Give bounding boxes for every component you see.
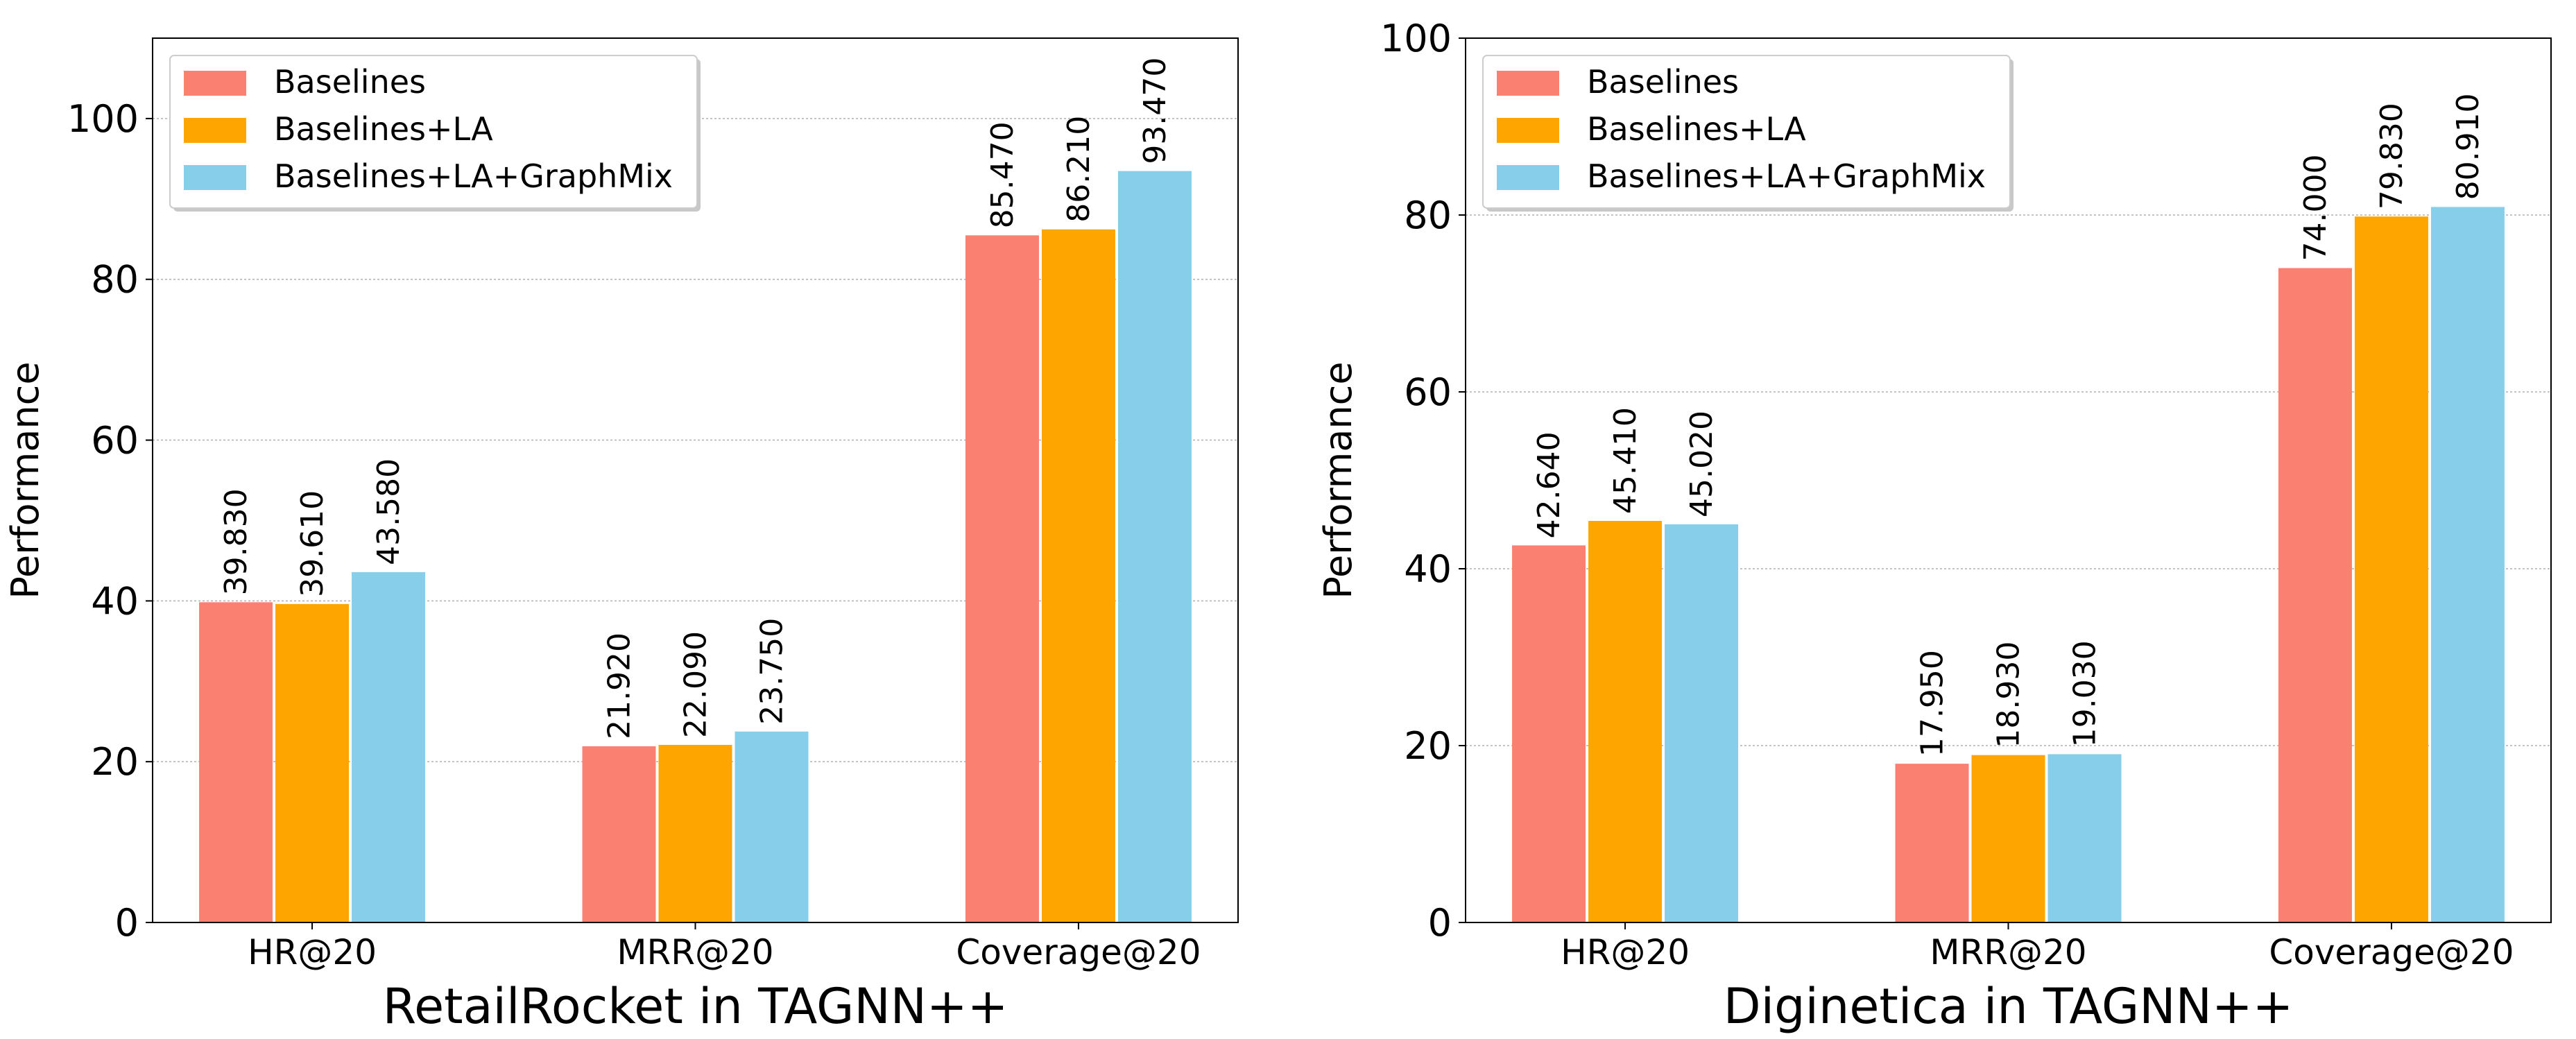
data-label: 42.640 xyxy=(1531,431,1567,538)
y-axis-label: Performance xyxy=(3,361,47,599)
y-tick-label: 20 xyxy=(91,740,139,784)
bar xyxy=(1041,229,1115,922)
y-tick-label: 20 xyxy=(1404,724,1452,768)
legend-box xyxy=(169,55,698,209)
legend-swatch xyxy=(1497,71,1559,96)
y-tick-label: 0 xyxy=(115,901,139,945)
legend-box xyxy=(1482,55,2011,209)
bar xyxy=(1588,521,1663,922)
axes-frame xyxy=(1465,37,2552,923)
data-label: 93.470 xyxy=(1137,58,1173,164)
data-label: 23.750 xyxy=(755,618,790,725)
legend-label: Baselines+LA+GraphMix xyxy=(1587,157,1986,195)
y-tick-label: 80 xyxy=(91,258,139,302)
data-label: 39.610 xyxy=(295,490,330,597)
x-axis-label: Diginetica in TAGNN++ xyxy=(1724,978,2294,1035)
legend-swatch xyxy=(1497,118,1559,143)
data-label: 19.030 xyxy=(2068,640,2103,747)
x-tick-label: HR@20 xyxy=(248,932,377,972)
data-label: 17.950 xyxy=(1915,650,1950,757)
legend-swatch xyxy=(184,71,246,96)
y-tick-label: 0 xyxy=(1428,901,1452,945)
legend-label: Baselines xyxy=(1587,63,1739,101)
bar xyxy=(1117,171,1192,922)
data-label: 80.910 xyxy=(2450,93,2486,200)
y-tick-label: 60 xyxy=(91,419,139,463)
bar xyxy=(965,235,1039,922)
x-tick-label: Coverage@20 xyxy=(2269,932,2514,972)
data-label: 39.830 xyxy=(218,488,254,595)
bar xyxy=(1895,764,1969,922)
y-tick-label: 40 xyxy=(91,579,139,623)
data-label: 86.210 xyxy=(1061,116,1097,223)
legend-swatch xyxy=(184,165,246,190)
bar xyxy=(1971,755,2045,922)
data-label: 45.020 xyxy=(1684,411,1719,517)
bar xyxy=(2430,207,2505,923)
legend-swatch xyxy=(1497,165,1559,190)
bar xyxy=(2047,754,2122,922)
legend: Baselines Baselines+LA Baselines+LA+GraphM… xyxy=(1482,55,2013,212)
y-tick-label: 100 xyxy=(67,97,139,141)
legend-label: Baselines+LA+GraphMix xyxy=(274,157,673,195)
y-tick-label: 100 xyxy=(1380,17,1452,60)
bar xyxy=(2354,216,2428,923)
x-axis-label: RetailRocket in TAGNN++ xyxy=(383,978,1008,1035)
chart-panel-2: 42.640 45.410 45.020 HR@20 17.950 18.930 19.03… xyxy=(1316,17,2552,1035)
data-label: 74.000 xyxy=(2298,155,2333,261)
x-tick-label: Coverage@20 xyxy=(956,932,1201,972)
bar xyxy=(1512,545,1586,922)
bar xyxy=(2278,268,2352,922)
bar xyxy=(1665,524,1739,922)
data-label: 43.580 xyxy=(371,458,406,565)
bar xyxy=(199,602,273,922)
y-axis-label: Performance xyxy=(1316,361,1360,599)
data-label: 18.930 xyxy=(1991,642,2027,748)
x-tick-label: HR@20 xyxy=(1561,932,1690,972)
legend: Baselines Baselines+LA Baselines+LA+GraphM… xyxy=(169,55,701,212)
legend-swatch xyxy=(184,118,246,143)
legend-label: Baselines+LA xyxy=(1587,110,1806,148)
bar xyxy=(658,744,732,922)
legend-label: Baselines+LA xyxy=(274,110,493,148)
data-label: 21.920 xyxy=(602,633,637,739)
x-tick-label: MRR@20 xyxy=(1930,932,2086,972)
axes-frame xyxy=(152,37,1239,923)
data-label: 85.470 xyxy=(985,121,1020,228)
y-tick-label: 40 xyxy=(1404,547,1452,591)
chart-panel-1: 39.830 39.610 43.580 HR@20 21.920 22.090 23.75… xyxy=(3,37,1239,1035)
y-tick-label: 60 xyxy=(1404,370,1452,414)
bar xyxy=(275,603,350,922)
x-tick-label: MRR@20 xyxy=(617,932,773,972)
legend-label: Baselines xyxy=(274,63,426,101)
data-label: 79.830 xyxy=(2374,103,2410,209)
y-tick-label: 80 xyxy=(1404,194,1452,237)
data-label: 45.410 xyxy=(1608,407,1643,514)
bar xyxy=(352,572,426,922)
data-label: 22.090 xyxy=(678,631,714,738)
bar xyxy=(582,746,656,922)
bar xyxy=(735,731,809,922)
